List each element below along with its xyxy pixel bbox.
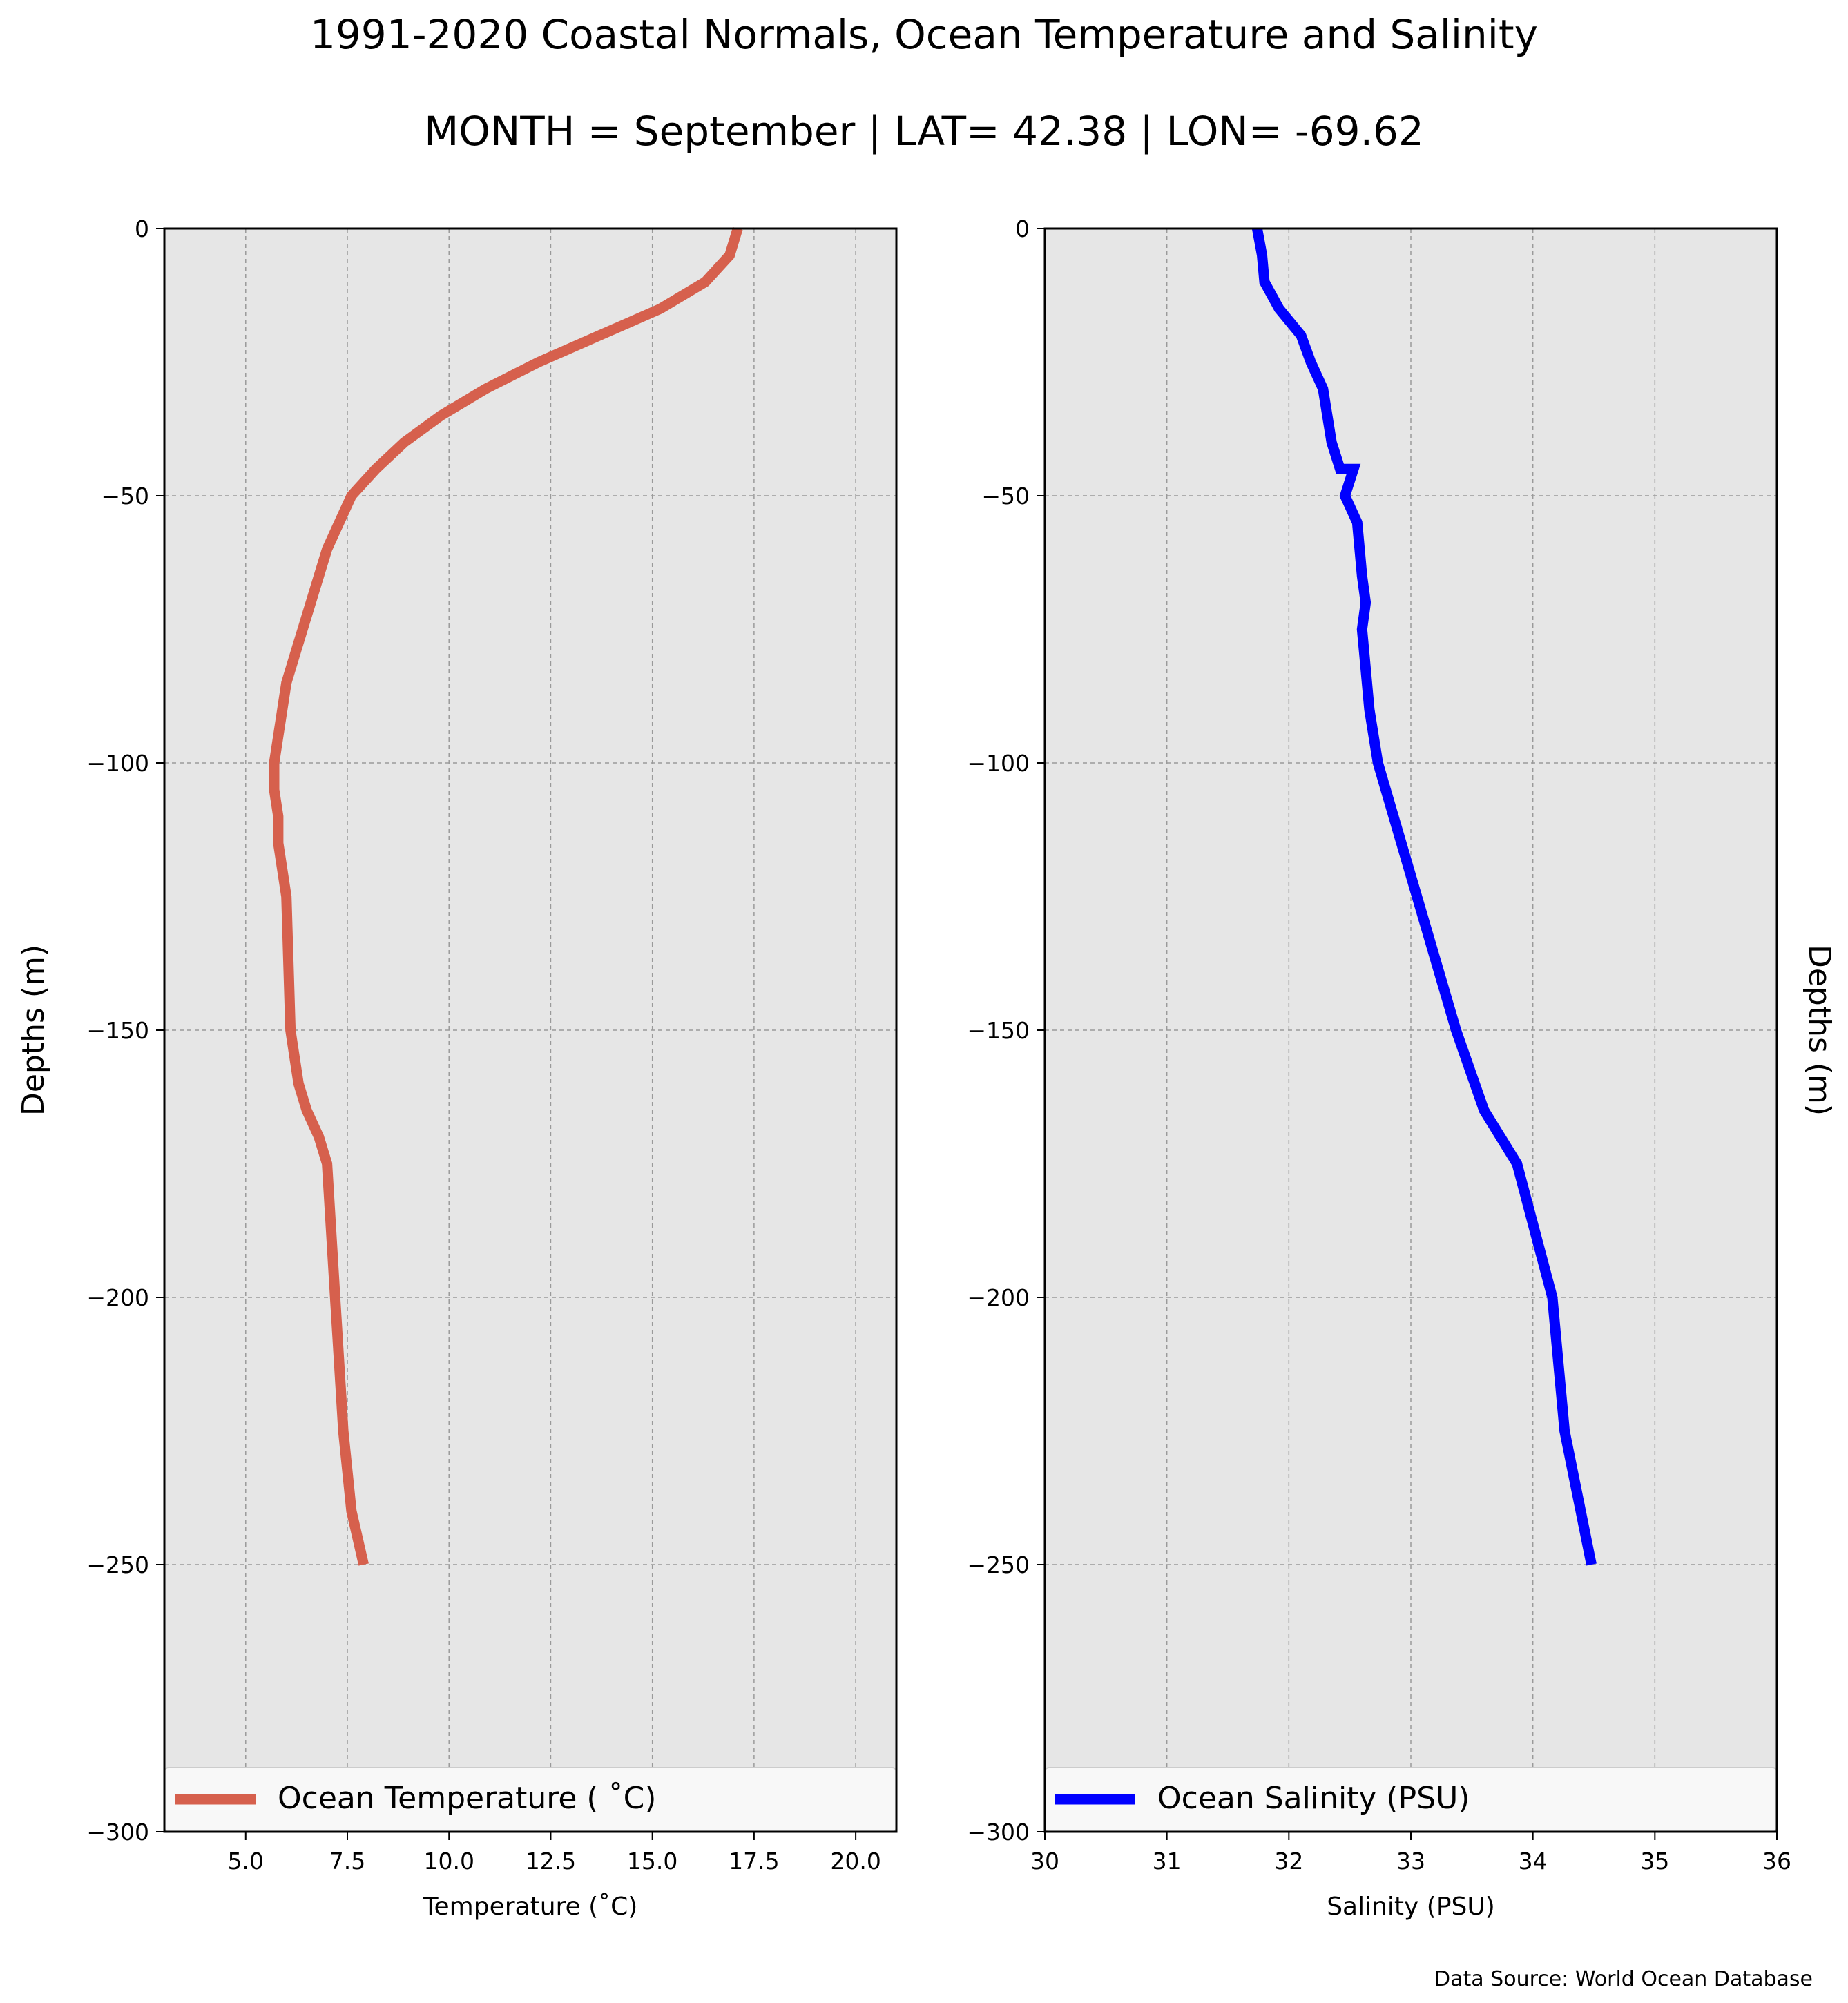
salinity-grid xyxy=(1045,229,1777,1832)
temperature-x-tick-label: 12.5 xyxy=(526,1848,576,1875)
salinity-panel: Ocean Salinity (PSU) 30 31 32 33 34 35 36 0 −50 −… xyxy=(967,215,1837,1921)
salinity-x-tick-label: 32 xyxy=(1274,1848,1303,1875)
salinity-y-tick-label: −100 xyxy=(967,750,1030,777)
temperature-grid xyxy=(164,229,896,1832)
temperature-y-tick-label: −100 xyxy=(86,750,149,777)
temperature-y-axis-title: Depths (m) xyxy=(16,945,51,1116)
salinity-x-tick-label: 31 xyxy=(1153,1848,1182,1875)
temperature-y-tick-label: −150 xyxy=(86,1017,149,1044)
salinity-legend-label: Ocean Salinity (PSU) xyxy=(1157,1781,1470,1816)
figure-title: 1991-2020 Coastal Normals, Ocean Tempera… xyxy=(310,11,1538,58)
salinity-y-axis-title: Depths (m) xyxy=(1802,945,1837,1116)
temperature-y-tick-label: −250 xyxy=(86,1551,149,1578)
salinity-x-tick-label: 30 xyxy=(1030,1848,1059,1875)
salinity-axes: 30 31 32 33 34 35 36 0 −50 −100 −150 −200 −250 −300 xyxy=(967,215,1791,1875)
data-source-note: Data Source: World Ocean Database xyxy=(1434,1967,1813,1991)
salinity-y-tick-label: 0 xyxy=(1015,215,1030,242)
salinity-series xyxy=(1252,227,1597,1566)
salinity-y-tick-label: −200 xyxy=(967,1284,1030,1311)
temperature-panel: Ocean Temperature ( ˚C) 5.0 7.5 10.0 12.5 15… xyxy=(16,215,898,1921)
temperature-y-tick-label: −50 xyxy=(101,483,149,510)
temperature-x-tick-label: 15.0 xyxy=(627,1848,677,1875)
temperature-y-tick-label: −200 xyxy=(86,1284,149,1311)
temperature-x-tick-label: 5.0 xyxy=(228,1848,264,1875)
temperature-y-tick-label: −300 xyxy=(86,1819,149,1846)
salinity-y-tick-label: −150 xyxy=(967,1017,1030,1044)
temperature-profile-line xyxy=(269,226,743,1566)
temperature-legend-label: Ocean Temperature ( ˚C) xyxy=(278,1781,656,1816)
salinity-legend: Ocean Salinity (PSU) xyxy=(1044,1767,1778,1832)
temperature-axes: 5.0 7.5 10.0 12.5 15.0 17.5 20.0 0 −50 −100 −150 −2… xyxy=(86,215,880,1875)
temperature-y-tick-label: 0 xyxy=(135,215,149,242)
figure-subtitle: MONTH = September | LAT= 42.38 | LON= -6… xyxy=(424,108,1424,155)
salinity-x-tick-label: 35 xyxy=(1640,1848,1669,1875)
salinity-y-tick-label: −300 xyxy=(967,1819,1030,1846)
salinity-profile-line xyxy=(1252,227,1597,1566)
temperature-x-tick-label: 10.0 xyxy=(423,1848,474,1875)
temperature-legend: Ocean Temperature ( ˚C) xyxy=(164,1767,897,1832)
temperature-x-tick-label: 7.5 xyxy=(329,1848,365,1875)
salinity-x-axis-title: Salinity (PSU) xyxy=(1327,1893,1495,1921)
temperature-series xyxy=(269,226,743,1566)
salinity-y-tick-label: −250 xyxy=(967,1551,1030,1578)
temperature-x-tick-label: 20.0 xyxy=(830,1848,880,1875)
salinity-x-tick-label: 36 xyxy=(1762,1848,1791,1875)
salinity-x-tick-label: 33 xyxy=(1396,1848,1425,1875)
salinity-y-tick-label: −50 xyxy=(981,483,1030,510)
temperature-x-tick-label: 17.5 xyxy=(729,1848,779,1875)
salinity-x-tick-label: 34 xyxy=(1519,1848,1548,1875)
temperature-x-axis-title: Temperature (˚C) xyxy=(423,1893,638,1921)
